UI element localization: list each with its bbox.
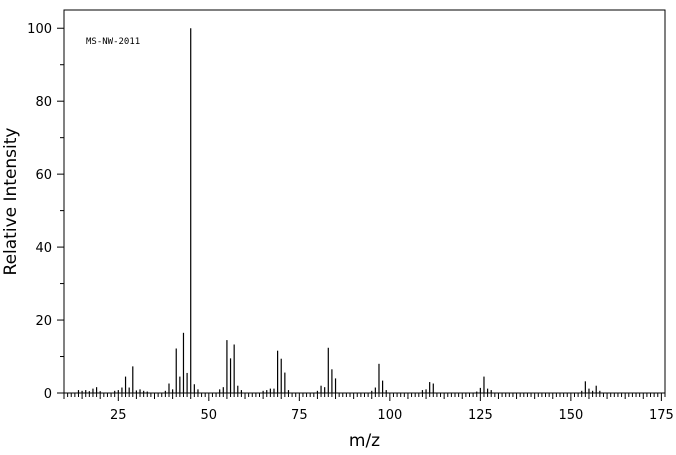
x-axis-title: m/z <box>349 431 380 451</box>
x-tick-label: 25 <box>110 408 127 423</box>
x-tick-label: 150 <box>558 408 583 423</box>
x-axis-major-ticks: 25 50 75 100 125 150 175 <box>110 393 674 423</box>
spectrum-peaks <box>77 28 601 393</box>
plot-area-border <box>63 9 666 394</box>
y-axis-title: Relative Intensity <box>1 128 21 276</box>
y-tick-label: 80 <box>35 95 52 110</box>
y-tick-label: 60 <box>35 168 52 183</box>
spectrum-annotation: MS-NW-2011 <box>86 37 140 47</box>
x-tick-label: 125 <box>468 408 493 423</box>
y-tick-label: 100 <box>27 22 52 37</box>
y-tick-label: 0 <box>44 387 52 402</box>
x-tick-label: 175 <box>649 408 674 423</box>
x-tick-label: 50 <box>201 408 218 423</box>
x-tick-label: 100 <box>377 408 402 423</box>
x-tick-label: 75 <box>291 408 308 423</box>
plot-frame <box>63 9 666 394</box>
y-axis-ticks: 0 20 40 60 80 100 <box>27 22 64 402</box>
x-axis-minor-ticks <box>63 393 666 399</box>
y-tick-label: 20 <box>35 314 52 329</box>
y-tick-label: 40 <box>35 241 52 256</box>
